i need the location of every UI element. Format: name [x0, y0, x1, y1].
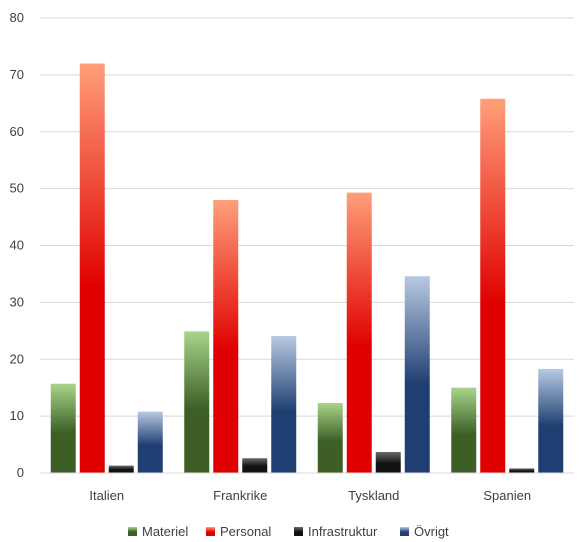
legend-swatch-materiel: [128, 527, 137, 536]
y-tick-label: 10: [10, 408, 24, 423]
legend-swatch-personal: [206, 527, 215, 536]
y-tick-label: 50: [10, 181, 24, 196]
x-category-label: Italien: [89, 488, 124, 503]
y-tick-label: 70: [10, 67, 24, 82]
y-tick-label: 40: [10, 238, 24, 253]
bar-materiel-italien: [50, 383, 76, 473]
bar--vrigt-frankrike: [271, 335, 297, 473]
gridlines: [40, 17, 574, 417]
legend-swatch-infrastruktur: [294, 527, 303, 536]
bar-personal-tyskland: [346, 192, 372, 473]
x-category-label: Spanien: [483, 488, 531, 503]
y-tick-label: 0: [17, 465, 24, 480]
bar--vrigt-spanien: [538, 368, 564, 473]
x-category-label: Tyskland: [348, 488, 399, 503]
legend: Materiel Personal Infrastruktur Övrigt: [128, 524, 449, 539]
bar-materiel-tyskland: [317, 403, 343, 473]
bar-infrastruktur-spanien: [509, 468, 535, 473]
bar-materiel-frankrike: [184, 331, 210, 473]
legend-swatch--vrigt: [400, 527, 409, 536]
bar-infrastruktur-frankrike: [242, 458, 268, 473]
y-tick-label: 20: [10, 351, 24, 366]
legend-label: Övrigt: [414, 524, 449, 539]
y-tick-label: 30: [10, 294, 24, 309]
y-axis-ticks: 0 10 20 30 40 50 60 70 80: [10, 10, 24, 480]
bars: [50, 63, 564, 473]
legend-label: Materiel: [142, 524, 188, 539]
bar-materiel-spanien: [451, 387, 477, 473]
bar--vrigt-italien: [137, 411, 163, 473]
y-tick-label: 80: [10, 10, 24, 25]
x-category-label: Frankrike: [213, 488, 267, 503]
legend-label: Personal: [220, 524, 271, 539]
bar-infrastruktur-tyskland: [375, 451, 401, 473]
x-axis-labels: Italien Frankrike Tyskland Spanien: [89, 488, 531, 503]
y-tick-label: 60: [10, 124, 24, 139]
bar-personal-frankrike: [213, 200, 239, 473]
bar-infrastruktur-italien: [108, 465, 134, 473]
bar--vrigt-tyskland: [404, 276, 430, 473]
legend-label: Infrastruktur: [308, 524, 378, 539]
bar-personal-italien: [79, 63, 105, 473]
bar-personal-spanien: [480, 98, 506, 473]
